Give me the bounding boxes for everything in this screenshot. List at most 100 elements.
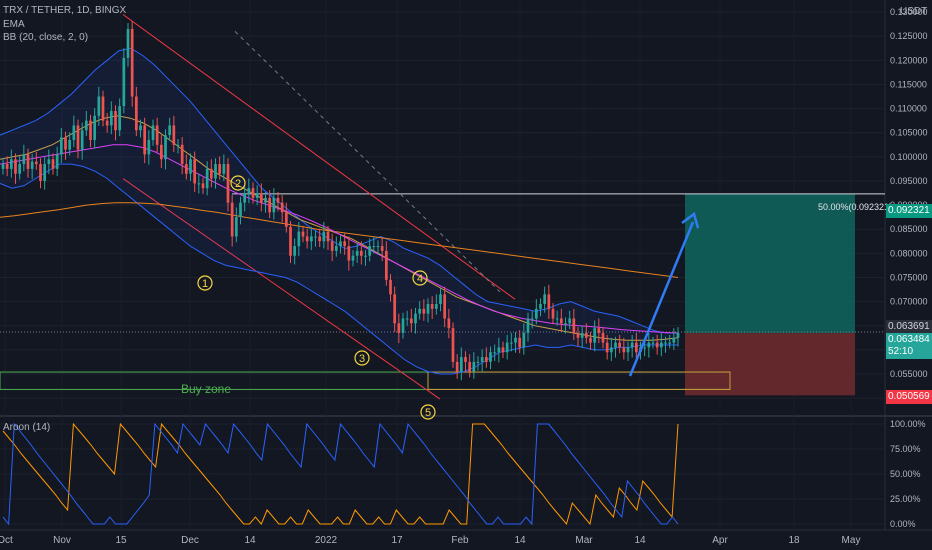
candle-body — [539, 304, 542, 309]
candle-body — [514, 337, 517, 343]
candles-group — [1, 21, 680, 381]
candle-body — [259, 193, 263, 203]
candle-body — [655, 342, 659, 348]
price-tick-label: 0.055000 — [890, 369, 928, 379]
channel-lower — [122, 178, 441, 400]
candle-body — [26, 154, 30, 169]
bb-upper-line — [0, 47, 678, 334]
candle-body — [630, 342, 634, 348]
candle-body — [226, 164, 230, 203]
candle-body — [326, 231, 330, 242]
trend-channel — [122, 14, 516, 400]
candle-body — [330, 241, 334, 251]
candle-body — [459, 357, 463, 372]
price-tick-label: 0.105000 — [890, 128, 928, 138]
candle-body — [384, 250, 388, 280]
candle-body — [222, 164, 226, 174]
candle-body — [476, 361, 480, 363]
candle-body — [214, 164, 217, 179]
candle-body — [447, 318, 451, 329]
osc-tick-label: 0.00% — [890, 519, 916, 529]
candle-body — [305, 236, 309, 242]
candle-body — [189, 159, 192, 174]
time-tick-label: 17 — [391, 535, 403, 546]
candle-body — [1, 164, 5, 169]
buy-zone-inner — [427, 371, 731, 390]
candle-body — [376, 246, 380, 248]
buy-zone-label: Buy zone — [181, 382, 232, 396]
candle-body — [239, 202, 242, 218]
dashed-trendline — [234, 31, 501, 293]
aroon-title: Aroon (14) — [3, 422, 51, 433]
price-tick-label: 0.130000 — [890, 7, 928, 17]
candle-body — [97, 96, 101, 116]
candle-body — [264, 197, 267, 203]
ema-legend: EMA — [3, 19, 25, 30]
osc-tick-label: 25.00% — [890, 494, 921, 504]
candle-body — [389, 279, 392, 295]
candle-body — [472, 361, 476, 372]
time-tick-label: Feb — [451, 535, 469, 546]
candle-body — [339, 241, 342, 247]
candle-body — [439, 294, 442, 305]
candle-body — [455, 361, 459, 372]
candle-body — [318, 236, 322, 242]
candle-body — [151, 125, 155, 140]
candle-body — [289, 226, 292, 256]
candle-body — [468, 361, 472, 372]
candle-body — [647, 342, 651, 348]
candle-body — [255, 193, 259, 198]
osc-tick-label: 50.00% — [890, 469, 921, 479]
candle-body — [651, 342, 655, 344]
osc-tick-label: 100.00% — [890, 419, 926, 429]
candle-body — [101, 96, 105, 121]
loss-zone — [685, 333, 855, 396]
candle-body — [614, 342, 617, 348]
candle-body — [68, 139, 72, 150]
candle-body — [518, 337, 522, 348]
price-tick-label: 0.120000 — [890, 55, 928, 65]
candle-body — [180, 144, 184, 165]
aroon-pane — [2, 422, 679, 526]
position-zones — [0, 193, 885, 396]
candle-body — [205, 168, 209, 189]
candle-body — [593, 328, 597, 343]
ema-line — [0, 202, 679, 278]
candle-body — [497, 347, 501, 353]
candle-body — [609, 347, 613, 353]
candle-body — [634, 342, 638, 353]
candle-body — [434, 304, 438, 309]
candle-body — [280, 202, 284, 213]
candle-body — [309, 236, 313, 242]
candle-body — [89, 120, 92, 140]
candle-body — [55, 154, 59, 169]
candle-body — [618, 342, 622, 348]
candle-body — [168, 125, 172, 136]
candle-body — [534, 308, 538, 319]
candle-body — [51, 159, 55, 169]
price-tick-label: 0.095000 — [890, 176, 928, 186]
candle-body — [409, 318, 413, 324]
candle-body — [34, 161, 38, 165]
wave-marker-circle — [412, 270, 428, 286]
current-price-tag: 0.063484 — [886, 333, 932, 347]
candle-body — [380, 246, 384, 251]
candle-body — [359, 250, 363, 256]
candle-body — [555, 318, 559, 320]
wave-marker-circle — [197, 275, 213, 291]
price-tick-label: 0.085000 — [890, 224, 928, 234]
wave-marker-label: 4 — [417, 273, 423, 285]
candle-body — [547, 294, 551, 309]
candle-body — [334, 246, 338, 251]
candle-body — [418, 308, 422, 314]
candle-body — [576, 332, 580, 338]
candle-body — [284, 212, 288, 227]
candle-body — [80, 130, 84, 150]
drawings-group: 1 2 3 4 5 — [197, 175, 700, 420]
candle-body — [676, 332, 680, 338]
candle-body — [9, 159, 13, 169]
candle-body — [297, 231, 301, 247]
candle-body — [484, 357, 488, 362]
candle-body — [109, 110, 113, 126]
